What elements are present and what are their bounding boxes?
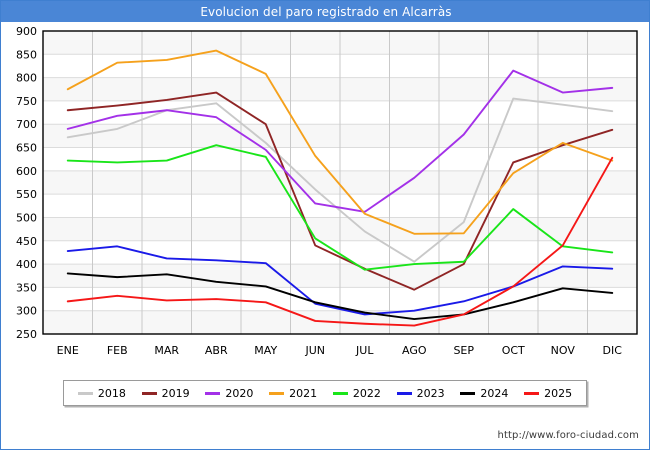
y-axis-tick-label: 350 [16, 281, 37, 294]
y-axis-tick-label: 800 [16, 72, 37, 85]
series-line-2025[interactable] [66, 156, 614, 327]
y-axis-tick-label: 750 [16, 95, 37, 108]
series-line-2021[interactable] [66, 49, 614, 235]
y-axis-tick-label: 500 [16, 211, 37, 224]
legend-item-label: 2025 [544, 386, 573, 400]
x-axis-tick-label: OCT [502, 344, 525, 357]
x-axis-tick-label: JUN [304, 344, 325, 357]
legend-item-label: 2019 [161, 386, 190, 400]
series-line-2020[interactable] [66, 69, 614, 213]
x-axis-tick-label: SEP [453, 344, 474, 357]
page-title: Evolucion del paro registrado en Alcarrà… [200, 4, 452, 19]
legend-swatch-icon [205, 391, 221, 395]
y-axis-tick-label: 400 [16, 258, 37, 271]
y-axis-tick-label: 850 [16, 48, 37, 61]
legend-item-2020[interactable]: 2020 [205, 387, 253, 400]
legend-item-label: 2023 [416, 386, 445, 400]
title-bar: Evolucion del paro registrado en Alcarrà… [1, 1, 649, 22]
x-axis-tick-label: JUL [355, 344, 374, 357]
legend-swatch-icon [141, 391, 157, 395]
y-axis-tick-label: 900 [16, 25, 37, 38]
chart-legend: 2018 2019 2020 2021 2022 2023 2024 2025 [63, 380, 587, 406]
y-axis-tick-label: 300 [16, 305, 37, 318]
legend-swatch-icon [332, 391, 348, 395]
series-line-2024[interactable] [66, 272, 614, 321]
legend-item-2018[interactable]: 2018 [77, 386, 126, 400]
legend-swatch-icon [396, 391, 412, 395]
series-line-2022[interactable] [66, 144, 614, 271]
x-axis-tick-label: FEB [107, 344, 128, 357]
y-axis-tick-label: 600 [16, 165, 37, 178]
legend-item-label: 2024 [480, 386, 509, 400]
line-chart: 900 850 800 750 700 650 600 550 500 450 400 350 300 2… [16, 25, 638, 357]
series-line-2018[interactable] [66, 97, 614, 263]
legend-swatch-icon [524, 391, 540, 395]
legend-swatch-icon [460, 391, 476, 395]
legend-item-label: 2022 [352, 386, 381, 400]
y-axis-tick-label: 250 [16, 328, 37, 341]
legend-item-label: 2018 [97, 386, 126, 400]
x-axis-tick-label: DIC [603, 344, 623, 357]
x-axis-tick-label: ENE [57, 344, 79, 357]
x-axis-tick-label: MAR [154, 344, 179, 357]
series-line-2023[interactable] [66, 245, 614, 316]
source-url: http://www.foro-ciudad.com [497, 430, 639, 441]
legend-item-2022[interactable]: 2022 [332, 386, 381, 400]
x-axis-tick-label: AGO [402, 344, 427, 357]
legend-item-label: 2021 [289, 386, 318, 400]
legend-item-2023[interactable]: 2023 [396, 386, 445, 400]
legend-swatch-icon [77, 391, 93, 395]
series-line-2019[interactable] [66, 91, 614, 291]
legend-swatch-icon [269, 391, 285, 395]
x-axis-tick-label: MAY [254, 344, 277, 357]
y-axis-tick-label: 450 [16, 235, 37, 248]
plot-border [42, 30, 638, 335]
x-axis-tick-label: ABR [205, 344, 228, 357]
x-axis-tick-label: NOV [551, 344, 576, 357]
y-axis-tick-label: 700 [16, 118, 37, 131]
y-axis-tick-label: 550 [16, 188, 37, 201]
y-axis-tick-label: 650 [16, 142, 37, 155]
chart-canvas: 900 850 800 750 700 650 600 550 500 450 400 350 300 2… [1, 22, 649, 362]
legend-item-2025[interactable]: 2025 [524, 387, 572, 400]
legend-item-label: 2020 [225, 386, 254, 400]
legend-item-2019[interactable]: 2019 [141, 386, 190, 400]
legend-item-2021[interactable]: 2021 [269, 387, 317, 400]
legend-item-2024[interactable]: 2024 [460, 387, 508, 400]
